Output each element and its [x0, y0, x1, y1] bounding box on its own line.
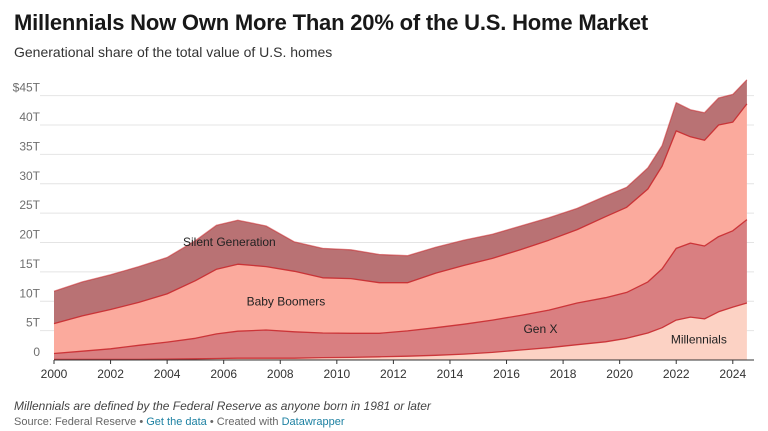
footer-separator-created: • Created with — [206, 416, 282, 428]
axes: 0 5T 10T 15T 20T 25T 30T 35T 40T $45T 2000 2002 2004… — [13, 81, 754, 381]
x-tick-label: 2006 — [210, 367, 237, 381]
boundary-line-baby-boomers — [53, 103, 748, 325]
x-tick-label: 2018 — [550, 367, 577, 381]
y-tick-label: $45T — [13, 81, 41, 95]
x-tick-label: 2010 — [323, 367, 350, 381]
area-gen-x — [54, 219, 747, 360]
x-tick-label: 2012 — [380, 367, 407, 381]
stacked-area-chart: 0 5T 10T 15T 20T 25T 30T 35T 40T $45T 2000 2002 2004… — [13, 79, 754, 381]
area-silent-generation — [54, 79, 747, 324]
series-label-gen-x: Gen X — [523, 322, 557, 336]
y-tick-label: 15T — [19, 257, 40, 271]
get-data-link[interactable]: Get the data — [146, 416, 207, 428]
x-tick-label: 2000 — [41, 367, 68, 381]
x-tick-label: 2016 — [493, 367, 520, 381]
series-boundary-lines — [53, 79, 748, 361]
y-tick-label: 25T — [19, 198, 40, 212]
series-label-millennials: Millennials — [671, 332, 727, 346]
boundary-line-millennials — [54, 302, 748, 361]
chart-subtitle: Generational share of the total value of… — [14, 44, 333, 60]
boundary-line-silent-generation — [53, 79, 748, 292]
area-millennials — [54, 303, 747, 360]
series-label-silent-generation: Silent Generation — [183, 235, 276, 249]
area-baby-boomers — [54, 103, 747, 354]
y-tick-label: 5T — [26, 316, 41, 330]
boundary-line-gen-x — [53, 219, 748, 355]
y-tick-label: 10T — [19, 286, 40, 300]
datawrapper-link[interactable]: Datawrapper — [281, 416, 345, 428]
y-tick-label: 20T — [19, 228, 40, 242]
x-tick-label: 2024 — [719, 367, 746, 381]
chart-note: Millennials are defined by the Federal R… — [14, 399, 431, 413]
footer-separator: • — [136, 416, 147, 428]
y-tick-label: 30T — [19, 169, 40, 183]
x-tick-label: 2022 — [663, 367, 690, 381]
x-tick-label: 2020 — [606, 367, 633, 381]
x-tick-label: 2014 — [437, 367, 464, 381]
x-tick-label: 2008 — [267, 367, 294, 381]
y-tick-label: 40T — [19, 110, 40, 124]
source-text: Source: Federal Reserve — [14, 416, 137, 428]
x-tick-label: 2004 — [154, 367, 181, 381]
chart-title: Millennials Now Own More Than 20% of the… — [14, 10, 649, 35]
series-label-baby-boomers: Baby Boomers — [247, 295, 326, 309]
y-tick-label: 0 — [33, 345, 40, 359]
area-series — [54, 79, 747, 360]
y-tick-label: 35T — [19, 139, 40, 153]
chart-footer: Source: Federal Reserve • Get the data •… — [14, 416, 345, 428]
x-tick-label: 2002 — [97, 367, 124, 381]
series-labels: Millennials Gen X Baby Boomers Silent Gener… — [183, 235, 727, 346]
